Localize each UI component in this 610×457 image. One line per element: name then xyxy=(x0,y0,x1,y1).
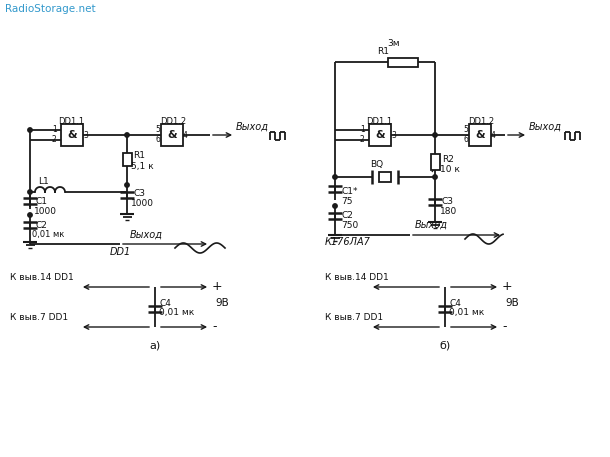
Text: C1*: C1* xyxy=(341,186,357,196)
Bar xyxy=(123,153,132,166)
Text: L1: L1 xyxy=(38,176,49,186)
Text: Выход: Выход xyxy=(236,122,269,132)
Text: 6: 6 xyxy=(463,135,468,144)
Text: R2: R2 xyxy=(442,154,454,164)
Text: R1: R1 xyxy=(133,152,145,160)
Text: Выход: Выход xyxy=(529,122,562,132)
Text: -: - xyxy=(212,320,217,334)
Circle shape xyxy=(28,213,32,217)
Text: 1000: 1000 xyxy=(34,207,57,217)
Text: Выход: Выход xyxy=(415,220,448,230)
Bar xyxy=(379,172,391,182)
Text: 6: 6 xyxy=(155,135,160,144)
Bar xyxy=(388,58,418,67)
Text: 3: 3 xyxy=(391,131,396,139)
Text: 2: 2 xyxy=(360,135,365,144)
Text: BQ: BQ xyxy=(370,160,383,170)
Text: б): б) xyxy=(439,340,451,350)
Circle shape xyxy=(28,128,32,132)
Text: 9В: 9В xyxy=(215,298,229,308)
Text: 9В: 9В xyxy=(505,298,518,308)
Text: К176ЛА7: К176ЛА7 xyxy=(325,237,371,247)
Text: 180: 180 xyxy=(440,207,458,216)
Bar xyxy=(431,154,439,170)
Text: 3: 3 xyxy=(83,131,88,139)
Text: DD1.1: DD1.1 xyxy=(366,117,392,127)
Text: 5: 5 xyxy=(155,124,160,133)
Circle shape xyxy=(28,190,32,194)
Text: К выв.14 DD1: К выв.14 DD1 xyxy=(325,272,389,282)
Circle shape xyxy=(433,175,437,179)
Text: К выв.7 DD1: К выв.7 DD1 xyxy=(10,313,68,322)
Text: 75: 75 xyxy=(341,197,353,206)
Text: 1000: 1000 xyxy=(131,200,154,208)
Circle shape xyxy=(433,133,437,137)
Text: 1: 1 xyxy=(52,124,57,133)
Text: C3: C3 xyxy=(133,190,145,198)
Text: Выход: Выход xyxy=(130,230,163,240)
Text: 0,01 мк: 0,01 мк xyxy=(32,230,65,239)
Bar xyxy=(369,124,391,146)
Text: 4: 4 xyxy=(491,131,496,139)
Text: К выв.14 DD1: К выв.14 DD1 xyxy=(10,272,74,282)
Text: DD1.2: DD1.2 xyxy=(468,117,494,127)
Text: C3: C3 xyxy=(442,197,454,206)
Text: 750: 750 xyxy=(341,222,358,230)
Text: +: + xyxy=(212,281,223,293)
Text: &: & xyxy=(167,130,177,140)
Text: &: & xyxy=(67,130,77,140)
Text: 5,1 к: 5,1 к xyxy=(131,161,154,170)
Text: DD1: DD1 xyxy=(110,247,131,257)
Bar xyxy=(469,124,491,146)
Text: 4: 4 xyxy=(183,131,188,139)
Text: а): а) xyxy=(149,340,160,350)
Text: C4: C4 xyxy=(159,298,171,308)
Text: 2: 2 xyxy=(52,135,57,144)
Text: DD1.1: DD1.1 xyxy=(58,117,84,127)
Text: R1: R1 xyxy=(377,48,389,57)
Text: +: + xyxy=(502,281,512,293)
Text: 1: 1 xyxy=(360,124,365,133)
Circle shape xyxy=(333,175,337,179)
Circle shape xyxy=(125,133,129,137)
Text: DD1.2: DD1.2 xyxy=(160,117,186,127)
Text: C2: C2 xyxy=(36,220,48,229)
Text: 3м: 3м xyxy=(387,39,400,48)
Text: -: - xyxy=(502,320,506,334)
Text: К выв.7 DD1: К выв.7 DD1 xyxy=(325,313,383,322)
Text: 0,01 мк: 0,01 мк xyxy=(159,308,194,318)
Text: C4: C4 xyxy=(449,298,461,308)
Text: &: & xyxy=(475,130,485,140)
Text: 5: 5 xyxy=(463,124,468,133)
Bar xyxy=(61,124,83,146)
Text: RadioStorage.net: RadioStorage.net xyxy=(5,4,96,14)
Bar xyxy=(161,124,183,146)
Text: C2: C2 xyxy=(341,212,353,220)
Text: 0,01 мк: 0,01 мк xyxy=(449,308,484,318)
Circle shape xyxy=(125,183,129,187)
Text: 10 к: 10 к xyxy=(440,165,460,174)
Circle shape xyxy=(333,204,337,208)
Text: C1: C1 xyxy=(36,197,48,207)
Text: &: & xyxy=(375,130,385,140)
